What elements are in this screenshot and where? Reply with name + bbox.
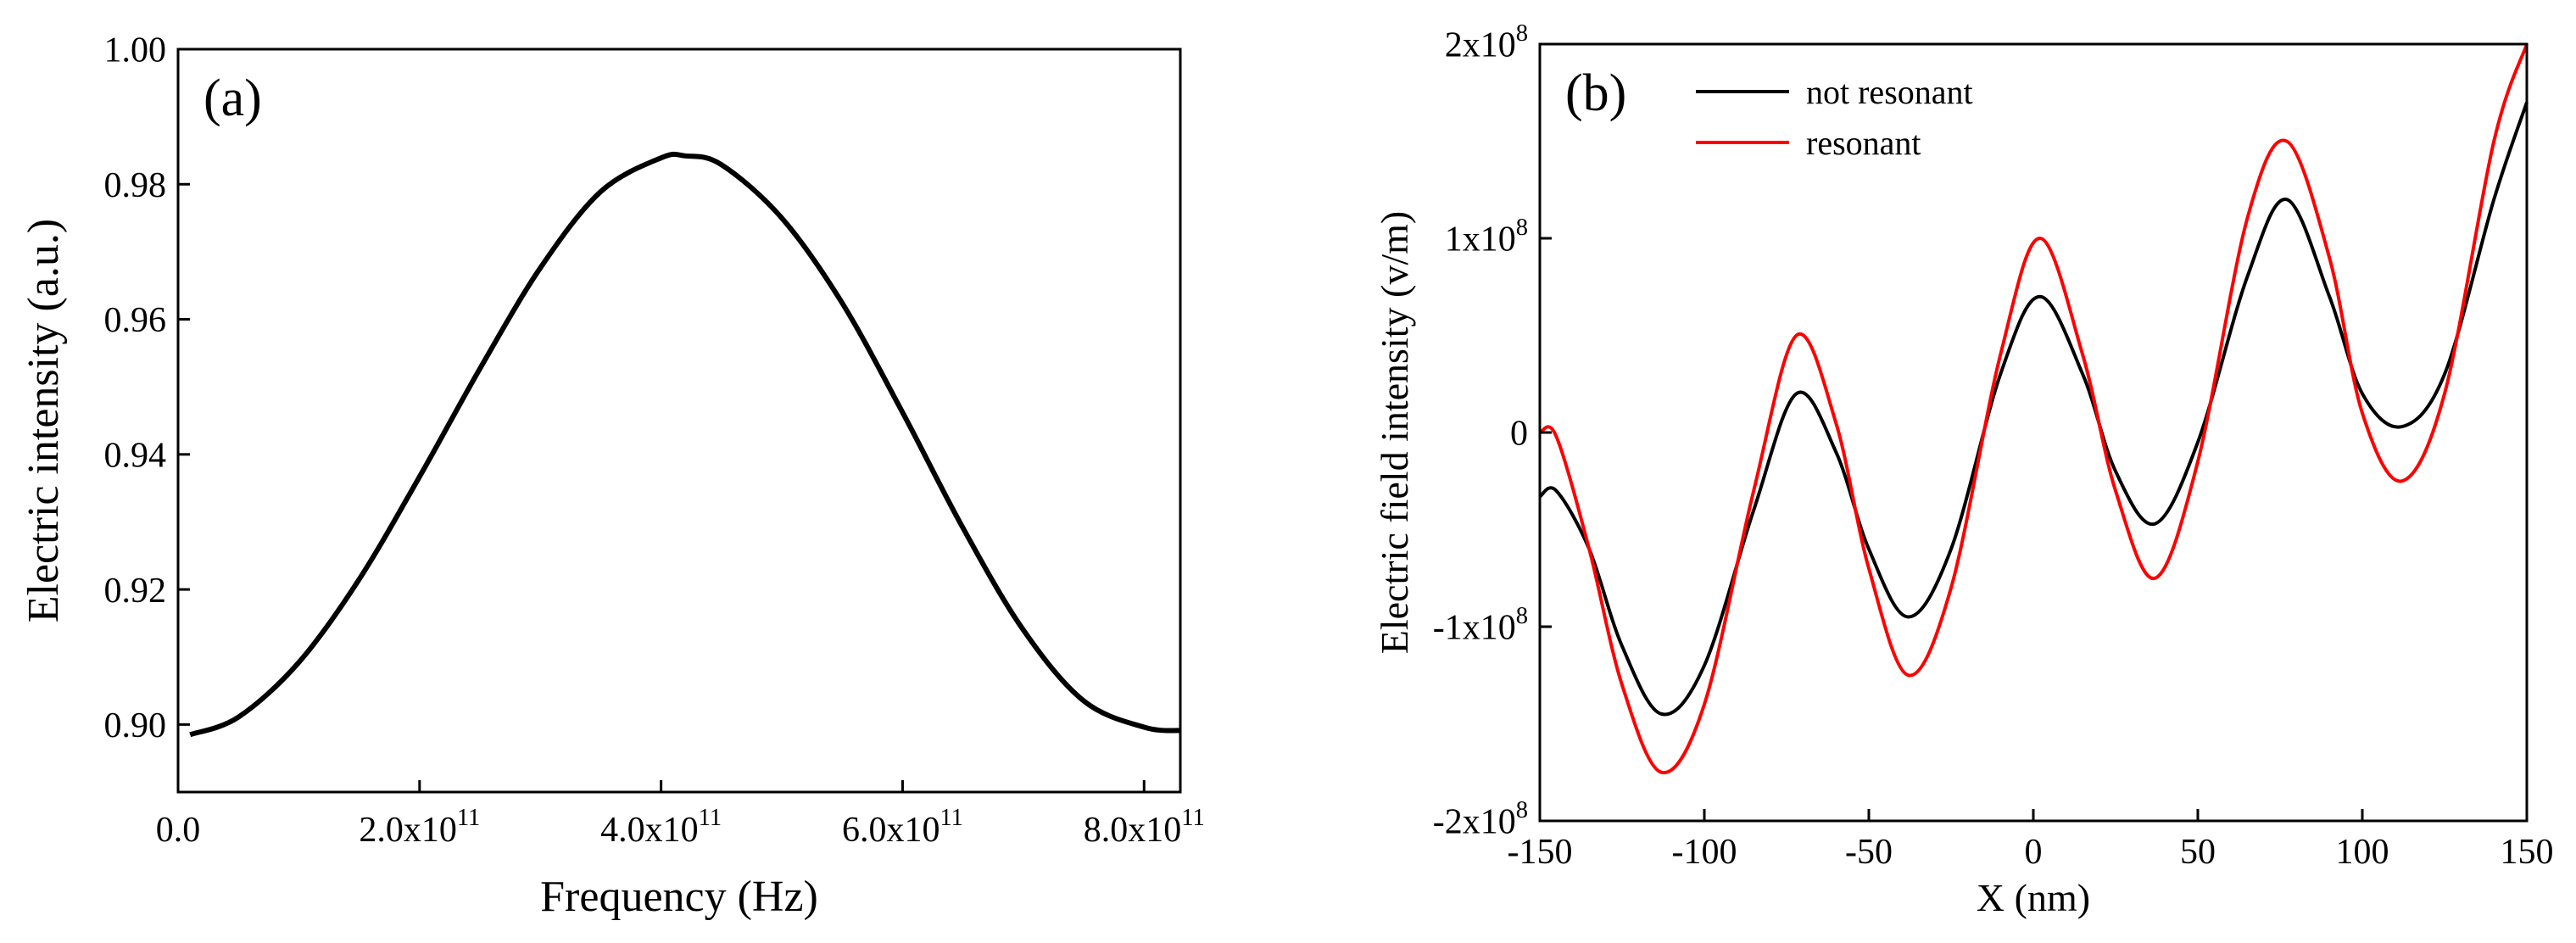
panel-a-x-tick-label-5: 8.0x1011	[1084, 805, 1205, 850]
panel-a-x-tick-label-3: 4.0x1011	[600, 805, 722, 850]
panel-b-y-tick-label-4: 1x108	[1445, 215, 1528, 259]
panel-a-y-tick-label-2: 0.92	[104, 572, 167, 611]
panel-b-legend-label-1: not resonant	[1806, 73, 1973, 111]
panel-a-y-tick-label-5: 0.98	[104, 166, 167, 205]
panel-a-x-tick-label-1: 0.0	[156, 811, 201, 850]
panel-b-y-tick-label-1: -2x108	[1433, 797, 1528, 842]
panel-b-y-tick-label-5: 2x108	[1445, 20, 1528, 65]
panel-a-x-tick-label-2: 2.0x1011	[359, 805, 480, 850]
panel-a-y-axis-title: Electric intensity (a.u.)	[20, 219, 68, 622]
panel-a-y-tick-label-4: 0.96	[104, 301, 167, 340]
panel-a-plot-frame	[176, 47, 1182, 794]
panel-a-x-tick-label-4: 6.0x1011	[842, 805, 963, 850]
panel-b-series-line-1	[1538, 102, 2529, 717]
panel-a-panel-label: (a)	[204, 70, 262, 127]
panel-b-series-line-2	[1539, 43, 2529, 775]
panel-b-legend-label-2: resonant	[1806, 124, 1921, 162]
panel-a-chart: 0.0 2.0x1011 4.0x1011 6.0x1011 8.0x1011 0.90 0…	[20, 31, 1205, 921]
panel-b-x-tick-label-6: 100	[2336, 833, 2389, 872]
panel-b-x-tick-label-4: 0	[2025, 833, 2043, 872]
panel-b-x-tick-label-1: -150	[1508, 833, 1573, 872]
panel-b-x-tick-label-5: 50	[2180, 833, 2216, 872]
panel-b-x-tick-label-2: -100	[1672, 833, 1737, 872]
panel-a-series-line-1	[189, 151, 1181, 738]
panel-b-y-tick-label-3: 0	[1510, 415, 1528, 454]
panel-a-y-tick-label-1: 0.90	[104, 706, 167, 745]
panel-b-x-tick-label-7: 150	[2501, 833, 2554, 872]
panel-a-y-tick-label-6: 1.00	[104, 31, 167, 70]
panel-b-x-axis-title: X (nm)	[1977, 876, 2090, 919]
panel-a-y-tick-label-3: 0.94	[104, 437, 167, 476]
panel-b-chart: -150 -100 -50 0 50 100 150 -2x108 -1x108 0 1x108 2x…	[1373, 20, 2554, 919]
panel-b-x-tick-label-3: -50	[1845, 833, 1893, 872]
panel-b-panel-label: (b)	[1565, 64, 1626, 122]
panel-b-y-axis-title: Electric field intensity (v/m)	[1373, 211, 1416, 654]
panel-b-y-tick-label-2: -1x108	[1433, 603, 1528, 648]
panel-a-x-axis-title: Frequency (Hz)	[540, 873, 818, 921]
